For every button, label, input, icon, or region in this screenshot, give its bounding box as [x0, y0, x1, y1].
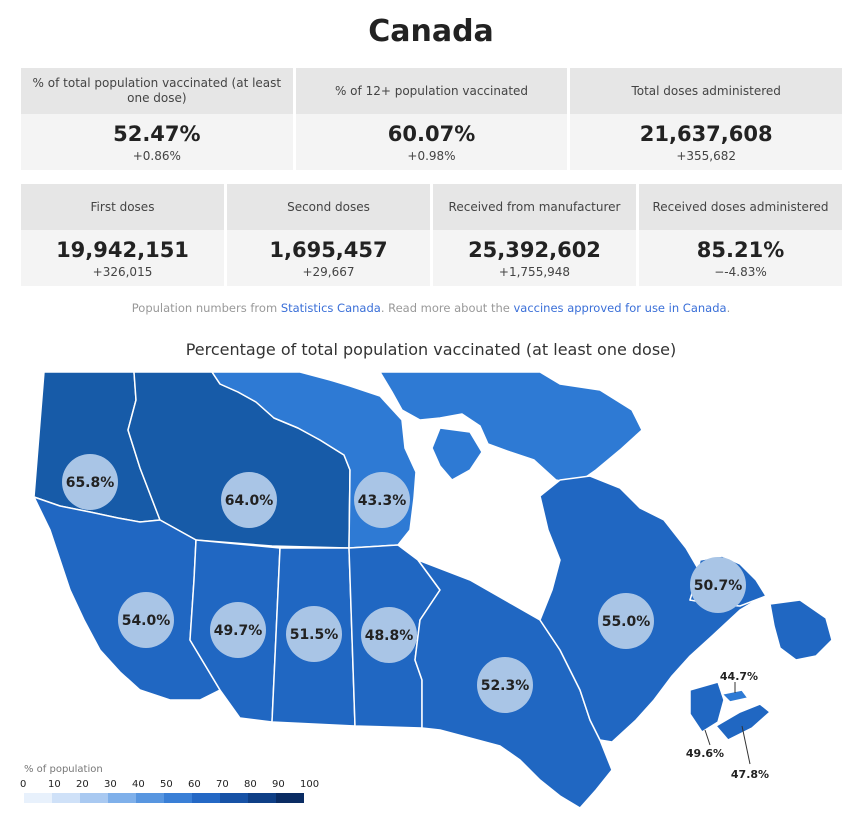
leader-lines — [704, 682, 751, 765]
region-nova-scotia[interactable] — [715, 703, 771, 741]
stat-value: 25,392,602 — [468, 237, 601, 262]
stat-pct-12plus: % of 12+ population vaccinated 60.07% +0… — [295, 68, 568, 170]
leader-line-ns — [741, 725, 751, 765]
region-value-label: 64.0% — [225, 493, 274, 509]
stat-value: 85.21% — [696, 237, 785, 262]
stat-change: +355,682 — [676, 148, 737, 163]
note-prefix: Population numbers from — [131, 301, 281, 315]
region-value-bubble — [118, 592, 174, 648]
legend-swatch — [220, 793, 248, 803]
legend-swatch — [108, 793, 136, 803]
legend-swatch — [164, 793, 192, 803]
region-value-label: 50.7% — [694, 578, 743, 594]
region-value-bubble — [210, 602, 266, 658]
region-value-label: 52.3% — [481, 678, 530, 694]
stats-row-2: First doses 19,942,151 +326,015 Second d… — [21, 184, 842, 286]
stat-value: 52.47% — [113, 121, 201, 146]
legend-tick-label: 30 — [104, 779, 117, 790]
region-value-bubble — [361, 607, 417, 663]
legend-tick-label: 50 — [160, 779, 173, 790]
legend-tick-label: 70 — [216, 779, 229, 790]
stat-change: +1,755,948 — [498, 264, 571, 279]
stat-first-doses: First doses 19,942,151 +326,015 — [21, 184, 224, 286]
region-value-label: 48.8% — [365, 628, 414, 644]
region-value-bubble — [286, 606, 342, 662]
legend-swatch — [276, 793, 304, 803]
legend-swatch — [80, 793, 108, 803]
note-middle: . Read more about the — [380, 301, 514, 315]
stat-label: Received doses administered — [639, 184, 842, 230]
region-value-bubble — [690, 557, 746, 613]
stat-label: % of total population vaccinated (at lea… — [21, 68, 293, 114]
legend-tick-label: 80 — [244, 779, 257, 790]
canada-map: 65.8% 64.0% 43.3% 54.0% 49.7% 51.5% 48.8% 52.3%… — [33, 371, 833, 809]
region-new-brunswick[interactable] — [689, 681, 725, 733]
legend-color-scale — [24, 793, 304, 803]
legend-tick-label: 0 — [20, 779, 27, 790]
page-title: Canada — [368, 14, 494, 49]
stat-label: % of 12+ population vaccinated — [295, 68, 568, 114]
stat-received-administered: Received doses administered 85.21% −-4.8… — [639, 184, 842, 286]
map-title: Percentage of total population vaccinate… — [185, 340, 677, 359]
legend-swatch — [52, 793, 80, 803]
stat-change: +0.98% — [407, 148, 456, 163]
legend-swatch — [24, 793, 52, 803]
stat-pct-total: % of total population vaccinated (at lea… — [21, 68, 293, 170]
region-value-label: 49.7% — [214, 623, 263, 639]
region-value-bubble — [354, 472, 410, 528]
region-value-label: 55.0% — [602, 614, 651, 630]
stat-change: +29,667 — [302, 264, 355, 279]
stats-row-1: % of total population vaccinated (at lea… — [21, 68, 843, 170]
region-value-label: 47.8% — [731, 768, 769, 781]
region-value-bubble — [221, 472, 277, 528]
stat-second-doses: Second doses 1,695,457 +29,667 — [227, 184, 430, 286]
region-nunavut-islands[interactable] — [379, 371, 643, 485]
stat-total-doses: Total doses administered 21,637,608 +355… — [570, 68, 843, 170]
stat-change: −-4.83% — [714, 264, 767, 279]
region-value-label: 43.3% — [358, 493, 407, 509]
region-british-columbia[interactable] — [33, 496, 221, 701]
region-value-label: 51.5% — [290, 627, 339, 643]
stat-label: Received from manufacturer — [433, 184, 636, 230]
statistics-canada-link[interactable]: Statistics Canada — [280, 301, 381, 315]
note-suffix: . — [726, 301, 731, 315]
leader-line-nb — [704, 729, 711, 746]
stat-value: 21,637,608 — [639, 121, 773, 146]
region-value-bubble — [477, 657, 533, 713]
region-value-bubble — [598, 593, 654, 649]
stat-received: Received from manufacturer 25,392,602 +1… — [433, 184, 636, 286]
legend-swatch — [192, 793, 220, 803]
legend-tick-label: 100 — [300, 779, 320, 790]
source-note: Population numbers from Statistics Canad… — [0, 301, 862, 315]
vaccines-approved-link[interactable]: vaccines approved for use in Canada — [513, 301, 727, 315]
stat-label: First doses — [21, 184, 224, 230]
stat-value: 19,942,151 — [56, 237, 189, 262]
region-newfoundland-island[interactable] — [769, 599, 833, 661]
stat-label: Total doses administered — [570, 68, 843, 114]
region-value-label: 44.7% — [720, 670, 758, 683]
legend-tick-label: 10 — [48, 779, 61, 790]
region-value-label: 65.8% — [66, 475, 115, 491]
region-value-label: 49.6% — [686, 747, 724, 760]
stat-value: 1,695,457 — [269, 237, 388, 262]
legend-tick-label: 90 — [272, 779, 285, 790]
legend-swatch — [136, 793, 164, 803]
region-value-label: 54.0% — [122, 613, 171, 629]
stat-change: +0.86% — [132, 148, 181, 163]
stat-change: +326,015 — [92, 264, 153, 279]
stat-value: 60.07% — [387, 121, 476, 146]
legend-title: % of population — [24, 764, 103, 775]
legend-tick-label: 60 — [188, 779, 201, 790]
legend-swatch — [248, 793, 276, 803]
legend-tick-label: 40 — [132, 779, 145, 790]
stat-label: Second doses — [227, 184, 430, 230]
region-value-bubble — [62, 454, 118, 510]
legend-tick-label: 20 — [76, 779, 89, 790]
legend-ticks: 0 10 20 30 40 50 60 70 80 90 100 — [20, 779, 319, 791]
region-nunavut-islands[interactable] — [431, 427, 483, 481]
map-labels: 65.8% 64.0% 43.3% 54.0% 49.7% 51.5% 48.8% 52.3%… — [62, 454, 769, 781]
